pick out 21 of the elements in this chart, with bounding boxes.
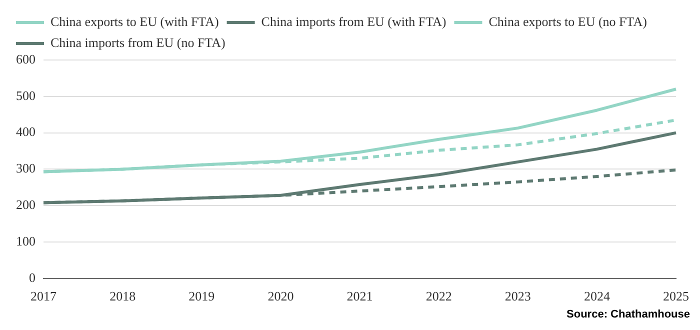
legend-label: China imports from EU (no FTA) [50, 34, 226, 50]
x-tick-label: 2022 [426, 288, 452, 304]
legend-label: China imports from EU (with FTA) [261, 14, 446, 29]
x-tick-label: 2018 [110, 288, 136, 304]
x-tick-label: 2020 [268, 288, 294, 304]
y-tick-label: 200 [16, 197, 36, 212]
x-tick-label: 2019 [188, 288, 215, 304]
x-tick-label: 2024 [584, 288, 610, 304]
x-tick-label: 2021 [346, 288, 373, 304]
y-tick-label: 100 [16, 233, 36, 248]
y-tick-label: 600 [16, 51, 36, 66]
x-tick-label: 2025 [663, 288, 689, 304]
y-tick-label: 0 [29, 270, 36, 285]
y-tick-label: 400 [16, 124, 36, 140]
legend-label: China exports to EU (no FTA) [488, 14, 647, 29]
x-tick-label: 2017 [30, 288, 57, 304]
source-note: Source: Chathamhouse [566, 308, 690, 321]
y-tick-label: 300 [16, 160, 36, 176]
x-tick-label: 2023 [504, 288, 531, 304]
y-tick-label: 500 [16, 88, 36, 103]
legend-label: China exports to EU (with FTA) [50, 14, 219, 29]
